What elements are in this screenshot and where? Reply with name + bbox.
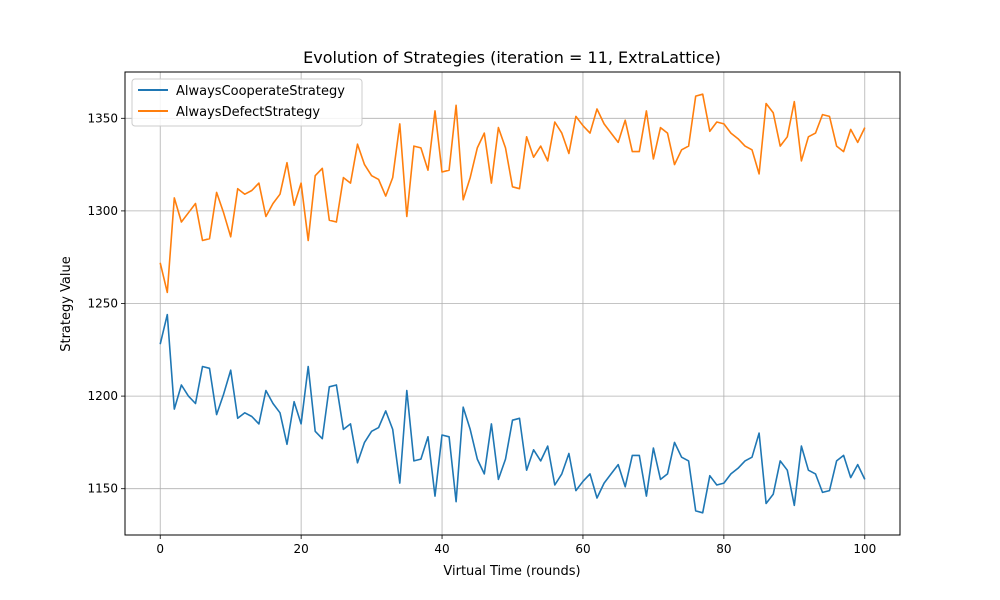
legend-label-cooperate: AlwaysCooperateStrategy xyxy=(176,84,345,99)
x-tick-label: 80 xyxy=(716,542,731,556)
x-tick-label: 100 xyxy=(853,542,876,556)
legend-box xyxy=(131,78,363,127)
y-axis-ticks: 1150 1200 1250 1300 1350 xyxy=(87,111,125,496)
series-lines xyxy=(159,93,866,514)
y-tick-label: 1250 xyxy=(87,297,118,311)
legend: AlwaysCooperateStrategy AlwaysDefectStra… xyxy=(131,78,363,127)
x-tick-label: 40 xyxy=(434,542,449,556)
y-axis-label: Strategy Value xyxy=(59,256,74,352)
grid xyxy=(125,72,900,535)
y-tick-label: 1150 xyxy=(87,482,118,496)
y-tick-label: 1350 xyxy=(87,111,118,125)
x-tick-label: 20 xyxy=(293,542,308,556)
x-axis-ticks: 0 20 40 60 80 100 xyxy=(156,535,876,556)
x-tick-label: 60 xyxy=(575,542,590,556)
legend-label-defect: AlwaysDefectStrategy xyxy=(176,105,320,120)
chart-title: Evolution of Strategies (iteration = 11,… xyxy=(303,48,721,67)
x-axis-label: Virtual Time (rounds) xyxy=(443,564,580,579)
series-line-defect xyxy=(159,93,866,294)
y-tick-label: 1200 xyxy=(87,389,118,403)
series-line-cooperate xyxy=(159,313,866,514)
y-tick-label: 1300 xyxy=(87,204,118,218)
x-tick-label: 0 xyxy=(156,542,164,556)
